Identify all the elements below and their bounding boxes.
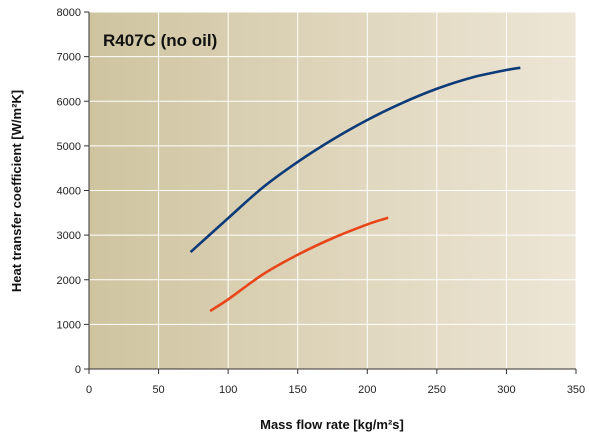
- y-tick-label: 4000: [57, 186, 81, 198]
- grid-lines: [89, 11, 577, 369]
- series-lines: [189, 66, 521, 313]
- x-tick-label: 150: [289, 384, 307, 396]
- chart-title: R407C (no oil): [103, 31, 217, 50]
- y-tick-label: 0: [75, 364, 81, 376]
- x-tick-label: 100: [219, 384, 237, 396]
- y-tick-label: 5000: [57, 141, 81, 153]
- y-axis-ticks: 0 1000 2000 3000 4000 5000 6000 7000 8000: [57, 7, 89, 376]
- y-tick-label: 2000: [57, 275, 81, 287]
- y-tick-label: 6000: [57, 96, 81, 108]
- y-axis-title: Heat transfer coefficient [W/m²K]: [9, 90, 24, 292]
- series-line-2: [209, 216, 389, 313]
- series-line-1: [189, 66, 521, 254]
- y-tick-label: 8000: [57, 7, 81, 19]
- x-axis-title: Mass flow rate [kg/m²s]: [260, 417, 404, 432]
- y-tick-label: 3000: [57, 230, 81, 242]
- y-tick-label: 1000: [57, 319, 81, 331]
- y-tick-label: 7000: [57, 52, 81, 64]
- x-tick-label: 250: [428, 384, 446, 396]
- x-tick-label: 200: [358, 384, 376, 396]
- x-tick-label: 50: [152, 384, 164, 396]
- x-axis-ticks: 0 50 100 150 200 250 300 350: [86, 369, 585, 396]
- x-tick-label: 0: [86, 384, 92, 396]
- x-tick-label: 350: [567, 384, 585, 396]
- x-tick-label: 300: [497, 384, 515, 396]
